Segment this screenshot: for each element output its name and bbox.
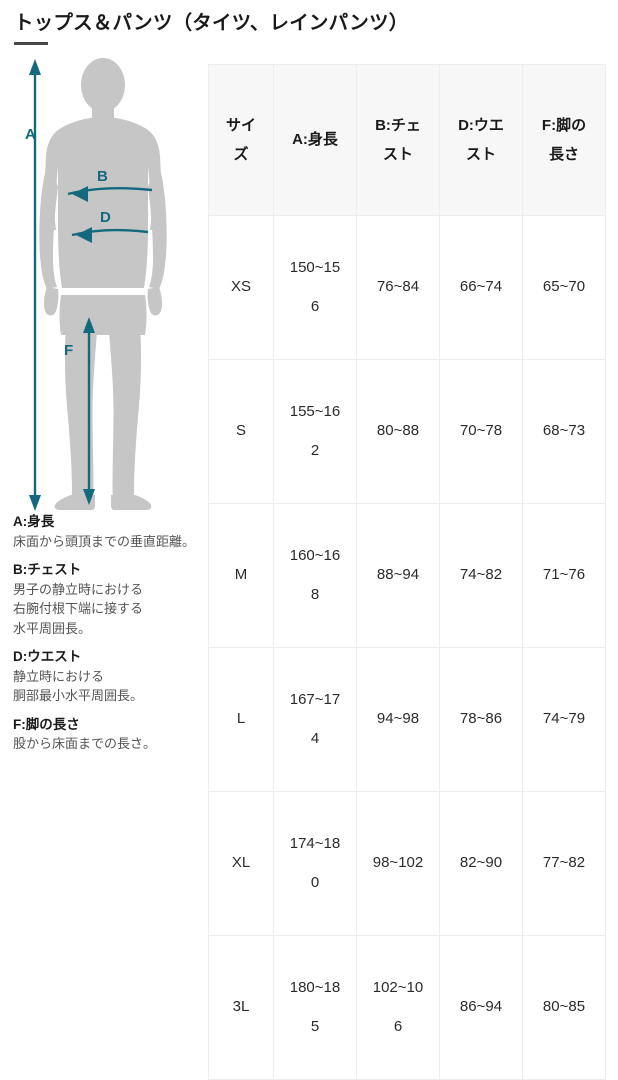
table-row: M 160~168 88~94 74~82 71~76	[208, 503, 606, 648]
cell-chest: 98~102	[356, 791, 440, 936]
column-header-waist: D:ウエスト	[439, 64, 523, 216]
cell-leg: 74~79	[522, 647, 606, 792]
table-row: L 167~174 94~98 78~86 74~79	[208, 647, 606, 792]
cell-leg: 80~85	[522, 935, 606, 1080]
cell-size: 3L	[208, 935, 274, 1080]
legend-term-f: F:脚の長さ	[13, 716, 80, 732]
chest-arrow-b	[67, 186, 153, 202]
column-header-chest: B:チェスト	[356, 64, 440, 216]
cell-leg: 65~70	[522, 215, 606, 360]
legend-item-d: D:ウエスト 静立時における 胴部最小水平周囲長。	[13, 647, 208, 706]
waist-arrow-d	[71, 227, 149, 243]
cell-chest: 94~98	[356, 647, 440, 792]
body-silhouette	[39, 58, 167, 510]
cell-chest: 102~106	[356, 935, 440, 1080]
cell-size: L	[208, 647, 274, 792]
legend-desc-f: 股から床面までの長さ。	[13, 736, 157, 752]
cell-waist: 70~78	[439, 359, 523, 504]
measurement-legend: A:身長 床面から頭頂までの垂直距離。 B:チェスト 男子の静立時における 右腕…	[13, 512, 208, 763]
cell-leg: 77~82	[522, 791, 606, 936]
column-header-leg: F:脚の長さ	[522, 64, 606, 216]
legend-item-f: F:脚の長さ 股から床面までの長さ。	[13, 715, 208, 754]
cell-height: 155~162	[273, 359, 357, 504]
body-measurement-diagram: A B D F	[0, 55, 205, 515]
label-d: D	[100, 209, 111, 226]
cell-height: 180~185	[273, 935, 357, 1080]
legend-desc-b: 男子の静立時における 右腕付根下端に接する 水平周囲長。	[13, 581, 144, 636]
cell-leg: 68~73	[522, 359, 606, 504]
cell-size: M	[208, 503, 274, 648]
cell-waist: 66~74	[439, 215, 523, 360]
cell-chest: 76~84	[356, 215, 440, 360]
leg-arrow-f	[83, 317, 95, 505]
cell-height: 150~156	[273, 215, 357, 360]
legend-desc-a: 床面から頭頂までの垂直距離。	[13, 533, 196, 549]
table-row: XL 174~180 98~102 82~90 77~82	[208, 791, 606, 936]
legend-term-a: A:身長	[13, 514, 55, 529]
cell-waist: 74~82	[439, 503, 523, 648]
height-arrow-a	[29, 59, 41, 511]
cell-chest: 88~94	[356, 503, 440, 648]
body-diagram-svg: A B D F	[25, 58, 167, 511]
page-title: トップス＆パンツ（タイツ、レインパンツ）	[14, 12, 409, 34]
cell-size: XL	[208, 791, 274, 936]
cell-waist: 78~86	[439, 647, 523, 792]
legend-item-b: B:チェスト 男子の静立時における 右腕付根下端に接する 水平周囲長。	[13, 560, 208, 638]
legend-item-a: A:身長 床面から頭頂までの垂直距離。	[13, 512, 208, 551]
size-table-body: XS 150~156 76~84 66~74 65~70 S 155~162 8…	[208, 215, 606, 1080]
column-header-size: サイズ	[208, 64, 274, 216]
label-f: F	[64, 342, 73, 359]
legend-term-d: D:ウエスト	[13, 649, 82, 665]
cell-height: 174~180	[273, 791, 357, 936]
table-header-row: サイズ A:身長 B:チェスト D:ウエスト F:脚の長さ	[208, 64, 606, 216]
cell-size: XS	[208, 215, 274, 360]
size-table: サイズ A:身長 B:チェスト D:ウエスト F:脚の長さ XS 150~156…	[208, 64, 606, 1080]
cell-size: S	[208, 359, 274, 504]
label-a: A	[25, 126, 36, 143]
table-row: XS 150~156 76~84 66~74 65~70	[208, 215, 606, 360]
column-header-height: A:身長	[273, 64, 357, 216]
cell-height: 160~168	[273, 503, 357, 648]
cell-waist: 82~90	[439, 791, 523, 936]
cell-chest: 80~88	[356, 359, 440, 504]
cell-waist: 86~94	[439, 935, 523, 1080]
cell-leg: 71~76	[522, 503, 606, 648]
table-row: S 155~162 80~88 70~78 68~73	[208, 359, 606, 504]
legend-term-b: B:チェスト	[13, 562, 82, 578]
table-row: 3L 180~185 102~106 86~94 80~85	[208, 935, 606, 1080]
cell-height: 167~174	[273, 647, 357, 792]
label-b: B	[97, 168, 108, 185]
title-underline-rule	[14, 42, 48, 45]
size-table-head: サイズ A:身長 B:チェスト D:ウエスト F:脚の長さ	[208, 64, 606, 216]
legend-desc-d: 静立時における 胴部最小水平周囲長。	[13, 668, 144, 704]
